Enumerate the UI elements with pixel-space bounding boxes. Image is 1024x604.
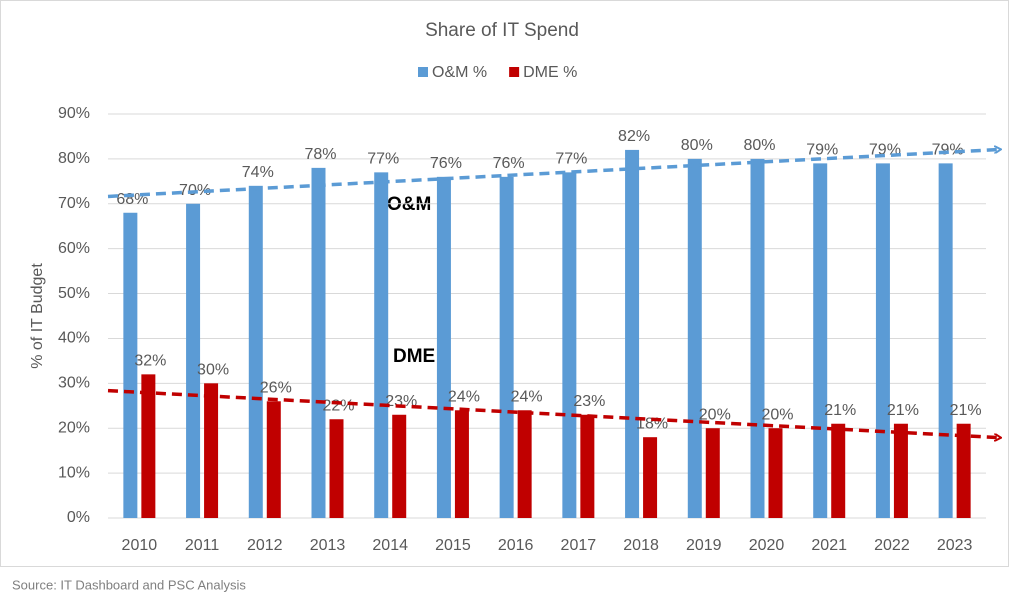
bar — [248, 185, 263, 519]
y-tick-label: 80% — [58, 150, 90, 167]
y-tick-label: 20% — [58, 419, 90, 436]
value-label: 26% — [260, 380, 292, 397]
annotation: O&M — [387, 194, 431, 215]
bar — [893, 423, 908, 518]
x-tick-label: 2011 — [185, 537, 220, 554]
legend-label: O&M % — [432, 64, 487, 81]
trend-line — [107, 149, 1000, 199]
y-tick-label: 30% — [58, 375, 90, 392]
bar — [141, 374, 156, 518]
y-tick-label: 40% — [58, 330, 90, 347]
bar — [392, 414, 407, 518]
y-tick-label: 0% — [67, 509, 90, 526]
bar — [938, 163, 953, 518]
value-label: 20% — [761, 406, 793, 423]
x-tick-label: 2023 — [937, 537, 973, 554]
value-label: 24% — [448, 388, 480, 405]
source-note: Source: IT Dashboard and PSC Analysis — [12, 577, 246, 592]
bar — [750, 158, 765, 518]
value-label: 80% — [681, 137, 713, 154]
legend-label: DME % — [523, 64, 577, 81]
bar — [687, 158, 702, 518]
y-tick-label: 50% — [58, 285, 90, 302]
value-label: 23% — [385, 393, 417, 410]
y-axis-label: % of IT Budget — [29, 263, 46, 369]
bar — [517, 410, 532, 518]
bar — [311, 167, 326, 518]
x-tick-label: 2019 — [686, 537, 722, 554]
x-tick-label: 2012 — [247, 537, 283, 554]
bar — [705, 428, 720, 518]
bar — [831, 423, 846, 518]
y-tick-label: 70% — [58, 195, 90, 212]
value-label: 79% — [806, 142, 838, 159]
value-label: 78% — [304, 146, 336, 163]
y-tick-label: 60% — [58, 240, 90, 257]
value-label: 76% — [430, 155, 462, 172]
value-label: 76% — [493, 155, 525, 172]
bar — [580, 414, 595, 518]
bar — [186, 203, 201, 518]
value-label: 21% — [824, 402, 856, 419]
x-tick-label: 2016 — [498, 537, 534, 554]
value-label: 21% — [950, 402, 982, 419]
trend-line — [107, 388, 1000, 438]
legend: O&M % DME % — [418, 64, 577, 81]
x-tick-label: 2021 — [811, 537, 847, 554]
bar — [266, 401, 281, 518]
x-tick-label: 2017 — [561, 537, 597, 554]
value-label: 80% — [743, 137, 775, 154]
value-label: 24% — [511, 388, 543, 405]
bar — [329, 419, 344, 518]
y-tick-label: 90% — [58, 105, 90, 122]
value-label: 77% — [555, 151, 587, 168]
bar — [562, 172, 577, 518]
x-tick-label: 2013 — [310, 537, 346, 554]
value-label: 23% — [573, 393, 605, 410]
bar — [436, 176, 451, 518]
value-label: 21% — [887, 402, 919, 419]
bar — [956, 423, 971, 518]
legend-swatch — [509, 67, 520, 77]
annotation: DME — [393, 346, 435, 367]
value-label: 32% — [134, 353, 166, 370]
value-label: 30% — [197, 362, 229, 379]
bar — [813, 163, 828, 518]
value-label: 20% — [699, 406, 731, 423]
bar — [625, 149, 640, 518]
value-label: 77% — [367, 151, 399, 168]
x-tick-label: 2020 — [749, 537, 785, 554]
x-tick-label: 2022 — [874, 537, 910, 554]
chart-title: Share of IT Spend — [425, 20, 579, 41]
value-label: 74% — [242, 164, 274, 181]
x-tick-label: 2015 — [435, 537, 471, 554]
x-tick-label: 2010 — [122, 537, 158, 554]
bar — [374, 172, 389, 518]
x-tick-label: 2018 — [623, 537, 659, 554]
bar — [123, 212, 138, 518]
bar — [499, 176, 514, 518]
legend-swatch — [418, 67, 428, 77]
y-tick-label: 10% — [58, 464, 90, 481]
value-label: 82% — [618, 128, 650, 145]
x-tick-label: 2014 — [372, 537, 408, 554]
value-label: 22% — [322, 397, 354, 414]
bar — [643, 437, 658, 518]
bar — [768, 428, 783, 518]
bar — [204, 383, 219, 518]
bar — [875, 163, 890, 518]
bar — [454, 410, 469, 518]
